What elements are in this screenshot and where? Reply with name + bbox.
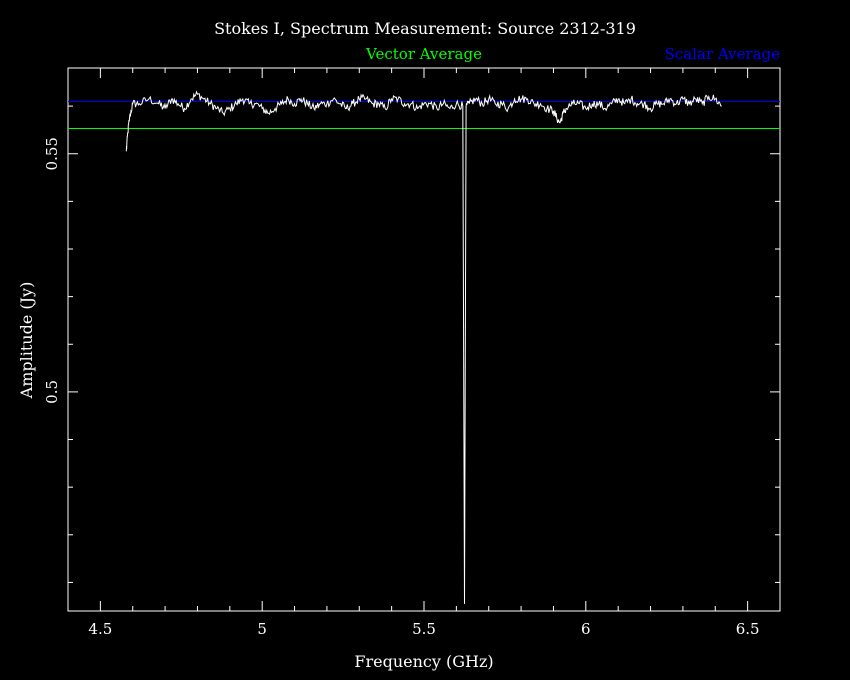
y-axis-label: Amplitude (Jy) [17,282,36,400]
plot-frame [67,67,781,612]
legend-scalar-average: Scalar Average [665,45,781,63]
x-tick-label: 5.5 [412,620,436,638]
axis-ticks [67,68,781,611]
legend-vector-average: Vector Average [365,45,482,63]
x-tick-label: 5 [257,620,267,638]
chart-title: Stokes I, Spectrum Measurement: Source 2… [214,19,636,38]
y-tick-label: 0.55 [43,137,61,170]
spectrum-series-line [125,90,722,604]
reference-lines [68,100,780,129]
y-tick-label: 0.5 [43,380,61,404]
x-axis-label: Frequency (GHz) [354,652,493,671]
series-layer [125,90,722,604]
x-tick-label: 6 [581,620,591,638]
tick-labels: 4.5 5 5.5 6 6.5 0.5 0.55 [43,137,760,638]
x-tick-label: 6.5 [736,620,760,638]
x-tick-label: 4.5 [88,620,112,638]
